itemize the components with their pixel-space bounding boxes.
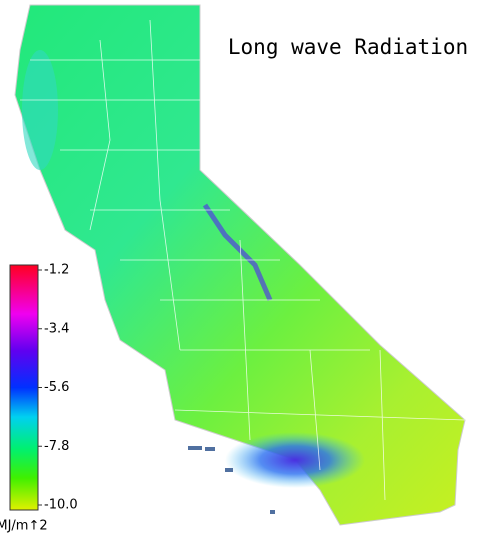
colorbar [9,264,39,511]
colorbar-unit: MJ/m↑2 [0,519,48,534]
map-title: Long wave Radiation [228,35,468,59]
colorbar-tick-label: -7.8 [44,439,69,454]
colorbar-tick-label: -3.4 [44,321,69,336]
coastal-low [225,432,365,488]
coastal-north [22,50,58,170]
colorbar-tick-label: -1.2 [44,263,69,278]
colorbar-tick-label: -10.0 [44,498,78,513]
sierra-band [202,203,273,301]
colorbar-tick-label: -5.6 [44,380,69,395]
county-lines [20,19,466,501]
islands [188,446,275,514]
colorbar-ticks: -1.2 -3.4 -5.6 -7.8 -10.0 [38,263,78,513]
state-map [14,4,466,526]
